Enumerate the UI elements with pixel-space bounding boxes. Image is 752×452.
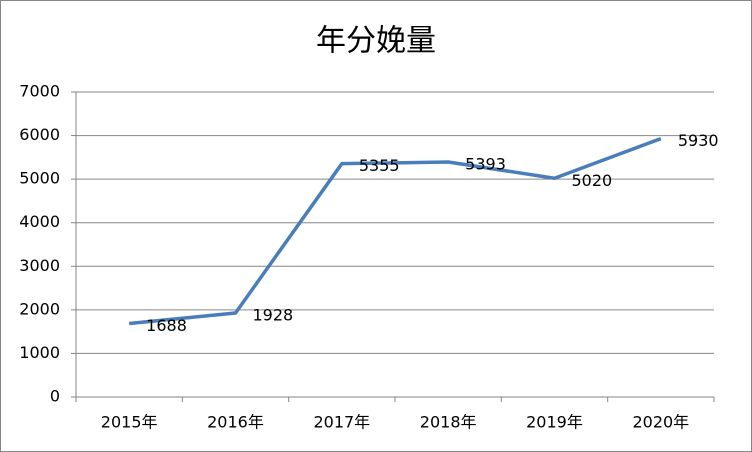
y-tick-label: 1000	[19, 343, 60, 362]
data-label: 1688	[146, 316, 187, 335]
data-label: 5930	[678, 131, 719, 150]
y-tick-label: 0	[50, 387, 60, 406]
data-label: 1928	[253, 305, 294, 324]
y-tick-label: 4000	[19, 212, 60, 231]
x-tick-label: 2019年	[526, 413, 583, 432]
x-tick-label: 2015年	[101, 413, 158, 432]
y-tick-label: 5000	[19, 169, 60, 188]
y-tick-label: 6000	[19, 125, 60, 144]
y-tick-label: 2000	[19, 299, 60, 318]
data-label: 5020	[572, 171, 613, 190]
x-tick-label: 2016年	[207, 413, 264, 432]
y-tick-label: 7000	[19, 82, 60, 101]
data-label: 5393	[465, 155, 506, 174]
y-tick-label: 3000	[19, 256, 60, 275]
data-label: 5355	[359, 156, 400, 175]
x-tick-label: 2020年	[632, 413, 689, 432]
chart-title: 年分娩量	[316, 24, 436, 59]
x-tick-label: 2018年	[420, 413, 477, 432]
x-tick-label: 2017年	[313, 413, 370, 432]
line	[128, 136, 662, 326]
